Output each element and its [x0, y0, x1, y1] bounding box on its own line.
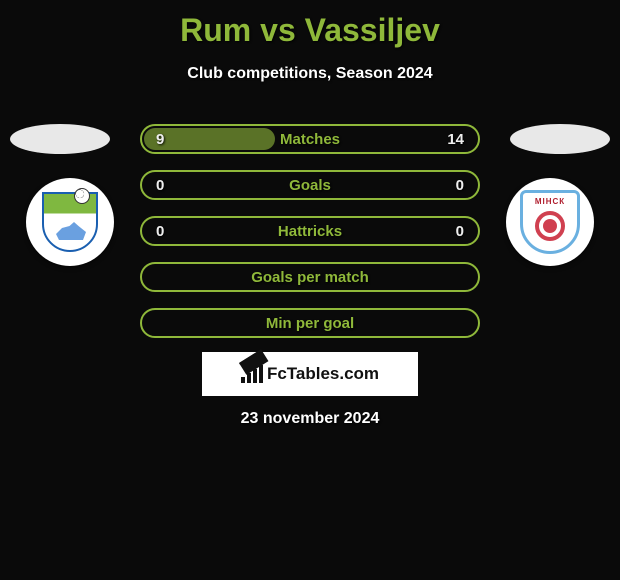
page-title: Rum vs Vassiljev: [0, 0, 620, 49]
stat-row-hattricks: 0 Hattricks 0: [140, 216, 480, 246]
stat-label: Matches: [142, 131, 478, 148]
crest-right-text: МIНСК: [523, 197, 577, 206]
flag-left: [10, 124, 110, 154]
flag-right: [510, 124, 610, 154]
team-crest-left: [20, 178, 120, 266]
page-subtitle: Club competitions, Season 2024: [0, 65, 620, 83]
fctables-link[interactable]: FcTables.com: [202, 352, 418, 396]
stat-row-matches: 9 Matches 14: [140, 124, 480, 154]
stat-row-min-per-goal: Min per goal: [140, 308, 480, 338]
stat-row-goals: 0 Goals 0: [140, 170, 480, 200]
stat-label: Goals: [142, 177, 478, 194]
stat-label: Hattricks: [142, 223, 478, 240]
date-label: 23 november 2024: [0, 410, 620, 428]
logo-text: FcTables.com: [267, 364, 379, 384]
stat-row-goals-per-match: Goals per match: [140, 262, 480, 292]
stat-label: Min per goal: [142, 315, 478, 332]
stat-label: Goals per match: [142, 269, 478, 286]
bar-chart-icon: [241, 365, 263, 383]
stats-column: 9 Matches 14 0 Goals 0 0 Hattricks 0 Goa…: [140, 124, 480, 354]
team-crest-right: МIНСК: [500, 178, 600, 266]
